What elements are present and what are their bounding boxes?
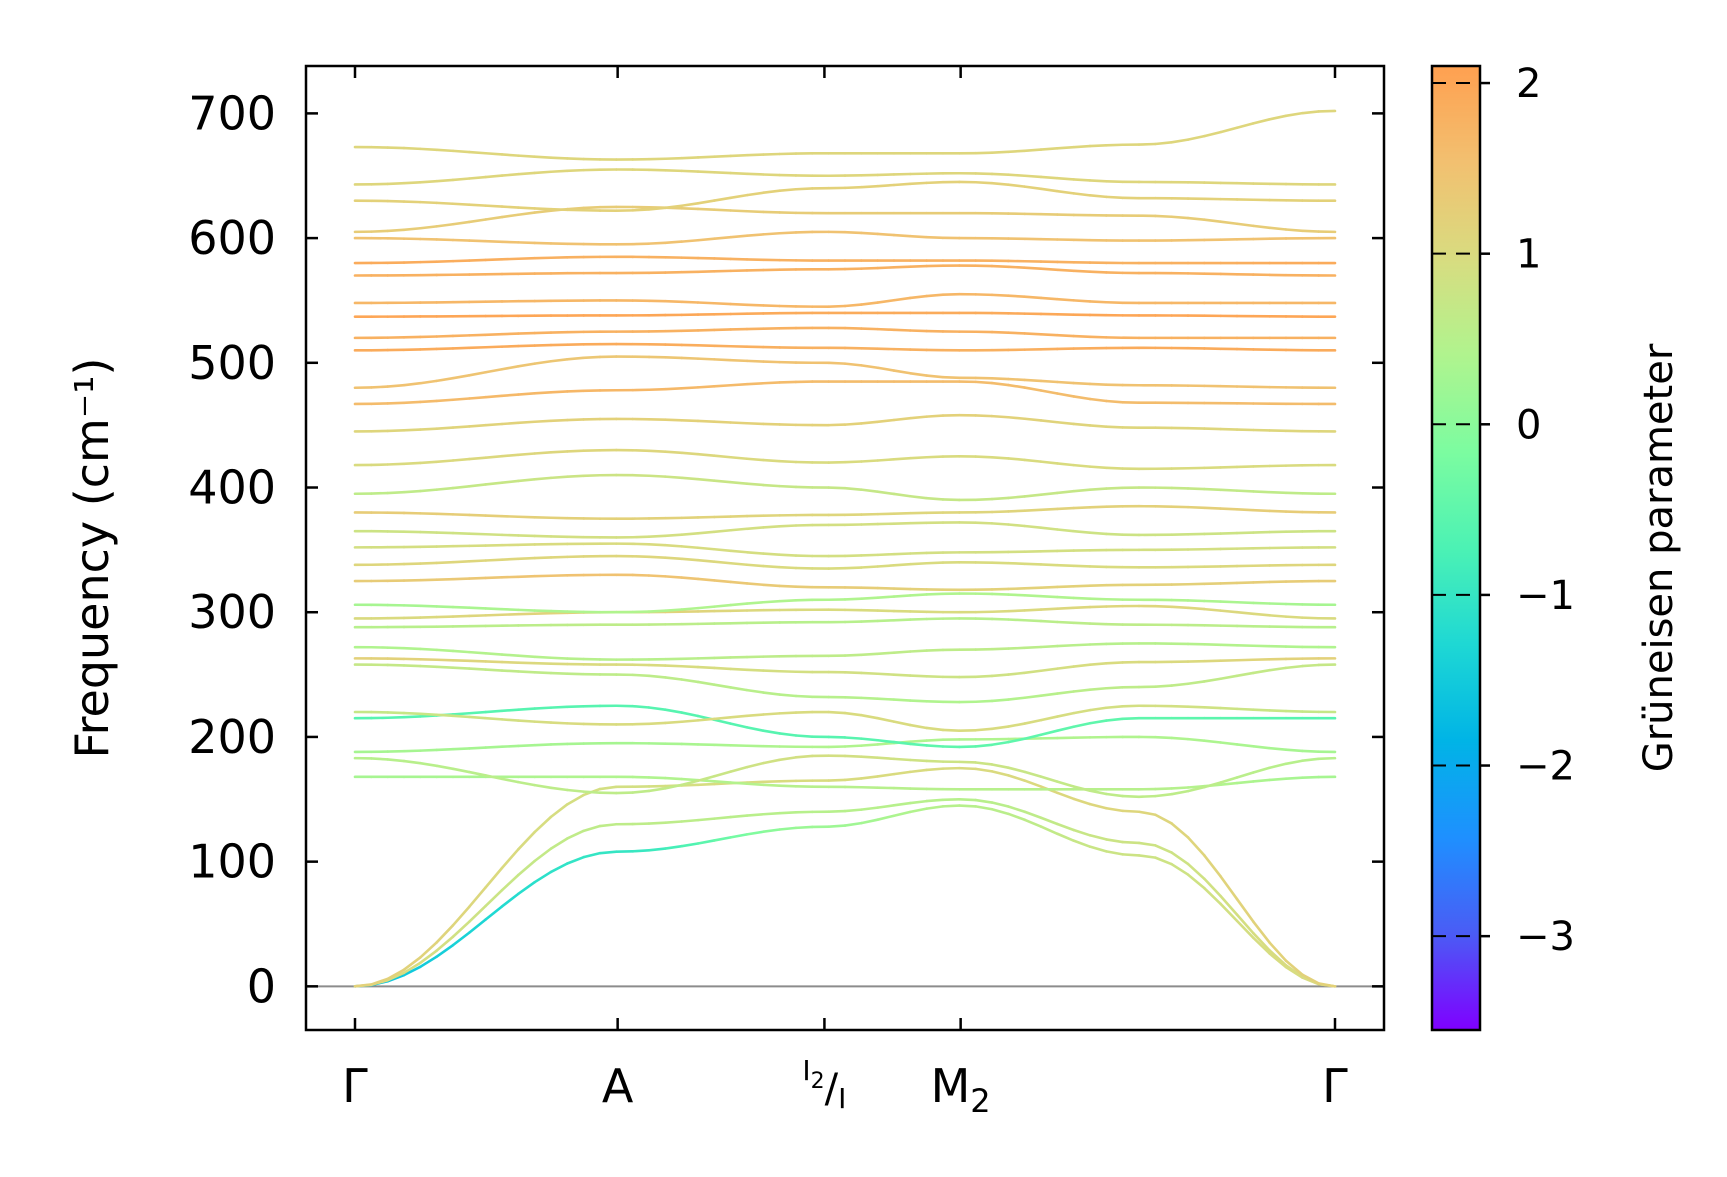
band-33 — [353, 168, 1337, 186]
x-tick-label: M2 — [931, 1059, 991, 1120]
band-27 — [353, 292, 1337, 308]
y-tick-label: 700 — [188, 86, 276, 140]
colorbar-tick-label: 0 — [1516, 402, 1541, 448]
band-21 — [353, 413, 1337, 433]
y-axis-label: Frequency (cm⁻¹) — [65, 358, 119, 759]
colorbar-tick-label: −2 — [1516, 744, 1575, 790]
colorbar-gradient — [1430, 64, 1482, 1032]
band-9 — [353, 657, 1337, 679]
y-tick-label: 200 — [188, 710, 276, 764]
band-4 — [353, 754, 1337, 799]
band-17 — [353, 521, 1337, 539]
band-34 — [353, 109, 1337, 161]
band-11 — [353, 617, 1337, 629]
band-1 — [353, 797, 1337, 988]
x-tick-label: A — [602, 1059, 634, 1113]
x-tick-label: Γ — [1322, 1059, 1348, 1113]
band-0 — [353, 804, 1337, 988]
band-31 — [353, 205, 1337, 234]
plot-frame — [304, 64, 1386, 1032]
band-10 — [353, 642, 1337, 661]
band-14 — [353, 573, 1337, 592]
y-tick-label: 0 — [247, 959, 276, 1013]
band-22 — [353, 380, 1337, 406]
band-20 — [353, 448, 1337, 471]
band-16 — [353, 542, 1337, 558]
colorbar-tick-label: −1 — [1516, 573, 1575, 619]
colorbar-tick-label: 1 — [1516, 232, 1541, 278]
x-tick-label: I2/I — [802, 1054, 846, 1115]
band-2 — [353, 766, 1337, 988]
colorbar-tick-label: 2 — [1516, 61, 1541, 107]
band-15 — [353, 554, 1337, 570]
band-7 — [353, 704, 1337, 732]
band-18 — [353, 504, 1337, 520]
band-30 — [353, 230, 1337, 246]
band-13 — [353, 592, 1337, 614]
band-5 — [353, 735, 1337, 754]
y-tick-label: 300 — [188, 585, 276, 639]
colorbar-tick-label: −3 — [1516, 914, 1575, 960]
band-12 — [353, 604, 1337, 620]
band-28 — [353, 264, 1337, 277]
colorbar-label: Grüneisen parameter — [1636, 343, 1682, 772]
band-32 — [353, 180, 1337, 212]
y-tick-label: 100 — [188, 835, 276, 889]
band-19 — [353, 473, 1337, 502]
band-8 — [353, 663, 1337, 704]
axes: 0 100 200 300 400 500 600 700 Frequency (cm⁻¹) Γ A… — [65, 64, 1386, 1120]
x-tick-label: Γ — [342, 1059, 368, 1113]
band-23 — [353, 355, 1337, 390]
colorbar: 2 1 0 −1 −2 −3 Grüneisen parameter — [1430, 61, 1682, 1032]
band-24 — [353, 342, 1337, 352]
band-29 — [353, 255, 1337, 265]
band-26 — [353, 311, 1337, 318]
y-tick-label: 600 — [188, 211, 276, 265]
band-25 — [353, 326, 1337, 340]
plot-area — [306, 109, 1384, 988]
y-tick-label: 500 — [188, 336, 276, 390]
y-tick-label: 400 — [188, 461, 276, 515]
